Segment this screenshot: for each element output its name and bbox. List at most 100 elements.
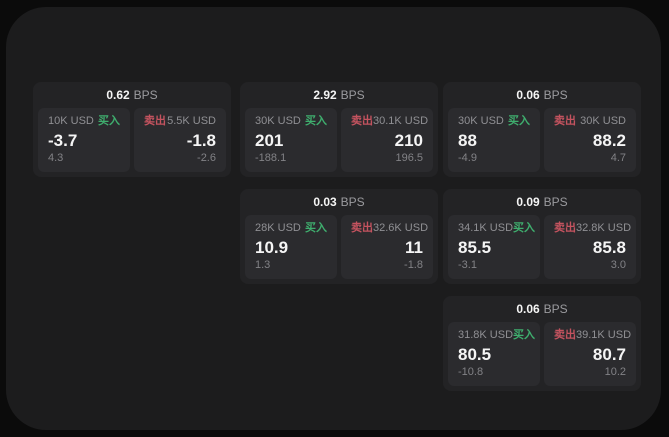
buy-tile-header: 30K USD 买入 [458, 115, 530, 128]
sell-tile-header: 卖出 30K USD [554, 115, 626, 128]
buy-amount: 34.1K USD [458, 222, 514, 234]
buy-price: 201 [255, 130, 284, 150]
card-header: 0.62 BPS [38, 82, 226, 108]
buy-price: 80.5 [458, 344, 492, 364]
bps-value: 0.06 [516, 302, 540, 316]
bps-unit-label: BPS [543, 195, 568, 209]
buy-delta: -3.1 [458, 259, 477, 271]
buy-amount: 30K USD [255, 115, 301, 127]
sell-amount: 30.1K USD [373, 115, 429, 127]
bps-unit-label: BPS [543, 302, 568, 316]
sell-price: 210 [394, 130, 423, 150]
sell-tile[interactable]: 卖出 39.1K USD 80.7 10.2 [544, 322, 636, 386]
sell-amount: 5.5K USD [167, 115, 216, 127]
buy-tile-header: 34.1K USD 买入 [458, 222, 535, 235]
bps-unit-label: BPS [543, 88, 568, 102]
bps-unit-label: BPS [340, 195, 365, 209]
buy-tile[interactable]: 10K USD 买入 -3.7 4.3 [38, 108, 130, 172]
sell-tile[interactable]: 卖出 5.5K USD -1.8 -2.6 [134, 108, 226, 172]
card-body: 31.8K USD 买入 80.5 -10.8 卖出 39.1K USD 80.… [448, 322, 636, 386]
card-body: 34.1K USD 买入 85.5 -3.1 卖出 32.8K USD 85.8… [448, 215, 636, 279]
card-body: 10K USD 买入 -3.7 4.3 卖出 5.5K USD -1.8 -2.… [38, 108, 226, 172]
buy-delta: 1.3 [255, 259, 271, 271]
buy-tile-header: 31.8K USD 买入 [458, 329, 535, 342]
sell-tile-header: 卖出 39.1K USD [554, 329, 631, 342]
bps-value: 0.03 [313, 195, 337, 209]
quote-card: 0.09 BPS 34.1K USD 买入 85.5 -3.1 卖出 32.8K… [443, 189, 641, 284]
sell-tile[interactable]: 卖出 32.8K USD 85.8 3.0 [544, 215, 636, 279]
bps-value: 2.92 [313, 88, 337, 102]
sell-price: -1.8 [186, 130, 216, 150]
buy-price: -3.7 [48, 130, 78, 150]
card-header: 0.06 BPS [448, 82, 636, 108]
bps-unit-label: BPS [133, 88, 158, 102]
sell-side-label: 卖出 [144, 115, 166, 127]
buy-price: 88 [458, 130, 477, 150]
buy-tile[interactable]: 28K USD 买入 10.9 1.3 [245, 215, 337, 279]
buy-side-label: 买入 [513, 329, 536, 341]
sell-tile-header: 卖出 30.1K USD [351, 115, 428, 128]
sell-tile-header: 卖出 32.6K USD [351, 222, 428, 235]
card-body: 30K USD 买入 88 -4.9 卖出 30K USD 88.2 4.7 [448, 108, 636, 172]
sell-price: 11 [405, 237, 423, 257]
sell-side-label: 卖出 [554, 329, 576, 341]
sell-delta: -2.6 [197, 152, 216, 164]
buy-amount: 10K USD [48, 115, 94, 127]
quote-card: 0.62 BPS 10K USD 买入 -3.7 4.3 卖出 5.5K USD… [33, 82, 231, 177]
sell-amount: 30K USD [580, 115, 626, 127]
sell-delta: 196.5 [395, 152, 423, 164]
buy-tile[interactable]: 30K USD 买入 201 -188.1 [245, 108, 337, 172]
sell-delta: 4.7 [610, 152, 626, 164]
sell-tile[interactable]: 卖出 32.6K USD 11 -1.8 [341, 215, 433, 279]
sell-delta: 3.0 [610, 259, 626, 271]
buy-delta: -4.9 [458, 152, 477, 164]
bps-value: 0.06 [516, 88, 540, 102]
buy-tile[interactable]: 31.8K USD 买入 80.5 -10.8 [448, 322, 540, 386]
buy-amount: 31.8K USD [458, 329, 514, 341]
sell-price: 80.7 [592, 344, 626, 364]
buy-amount: 28K USD [255, 222, 301, 234]
buy-side-label: 买入 [98, 115, 120, 127]
card-body: 28K USD 买入 10.9 1.3 卖出 32.6K USD 11 -1.8 [245, 215, 433, 279]
sell-amount: 39.1K USD [576, 329, 632, 341]
sell-tile[interactable]: 卖出 30.1K USD 210 196.5 [341, 108, 433, 172]
sell-delta: -1.8 [404, 259, 423, 271]
buy-amount: 30K USD [458, 115, 504, 127]
quote-card: 0.06 BPS 31.8K USD 买入 80.5 -10.8 卖出 39.1… [443, 296, 641, 391]
buy-side-label: 买入 [305, 222, 327, 234]
quote-card: 0.03 BPS 28K USD 买入 10.9 1.3 卖出 32.6K US… [240, 189, 438, 284]
sell-side-label: 卖出 [554, 222, 576, 234]
sell-side-label: 卖出 [554, 115, 576, 127]
quote-card: 2.92 BPS 30K USD 买入 201 -188.1 卖出 30.1K … [240, 82, 438, 177]
card-body: 30K USD 买入 201 -188.1 卖出 30.1K USD 210 1… [245, 108, 433, 172]
sell-tile-header: 卖出 5.5K USD [144, 115, 216, 128]
buy-delta: 4.3 [48, 152, 64, 164]
buy-side-label: 买入 [508, 115, 530, 127]
buy-side-label: 买入 [513, 222, 536, 234]
buy-tile[interactable]: 30K USD 买入 88 -4.9 [448, 108, 540, 172]
sell-tile[interactable]: 卖出 30K USD 88.2 4.7 [544, 108, 636, 172]
bps-unit-label: BPS [340, 88, 365, 102]
sell-price: 85.8 [592, 237, 626, 257]
sell-side-label: 卖出 [351, 222, 373, 234]
buy-delta: -10.8 [458, 366, 484, 378]
bps-value: 0.62 [106, 88, 130, 102]
buy-side-label: 买入 [305, 115, 327, 127]
sell-tile-header: 卖出 32.8K USD [554, 222, 631, 235]
sell-delta: 10.2 [604, 366, 626, 378]
buy-tile-header: 10K USD 买入 [48, 115, 120, 128]
buy-delta: -188.1 [255, 152, 287, 164]
sell-amount: 32.6K USD [373, 222, 429, 234]
buy-price: 10.9 [255, 237, 289, 257]
bps-value: 0.09 [516, 195, 540, 209]
card-header: 0.09 BPS [448, 189, 636, 215]
buy-tile-header: 30K USD 买入 [255, 115, 327, 128]
card-header: 0.06 BPS [448, 296, 636, 322]
sell-amount: 32.8K USD [576, 222, 632, 234]
buy-tile-header: 28K USD 买入 [255, 222, 327, 235]
quote-card: 0.06 BPS 30K USD 买入 88 -4.9 卖出 30K USD 8… [443, 82, 641, 177]
buy-tile[interactable]: 34.1K USD 买入 85.5 -3.1 [448, 215, 540, 279]
sell-side-label: 卖出 [351, 115, 373, 127]
